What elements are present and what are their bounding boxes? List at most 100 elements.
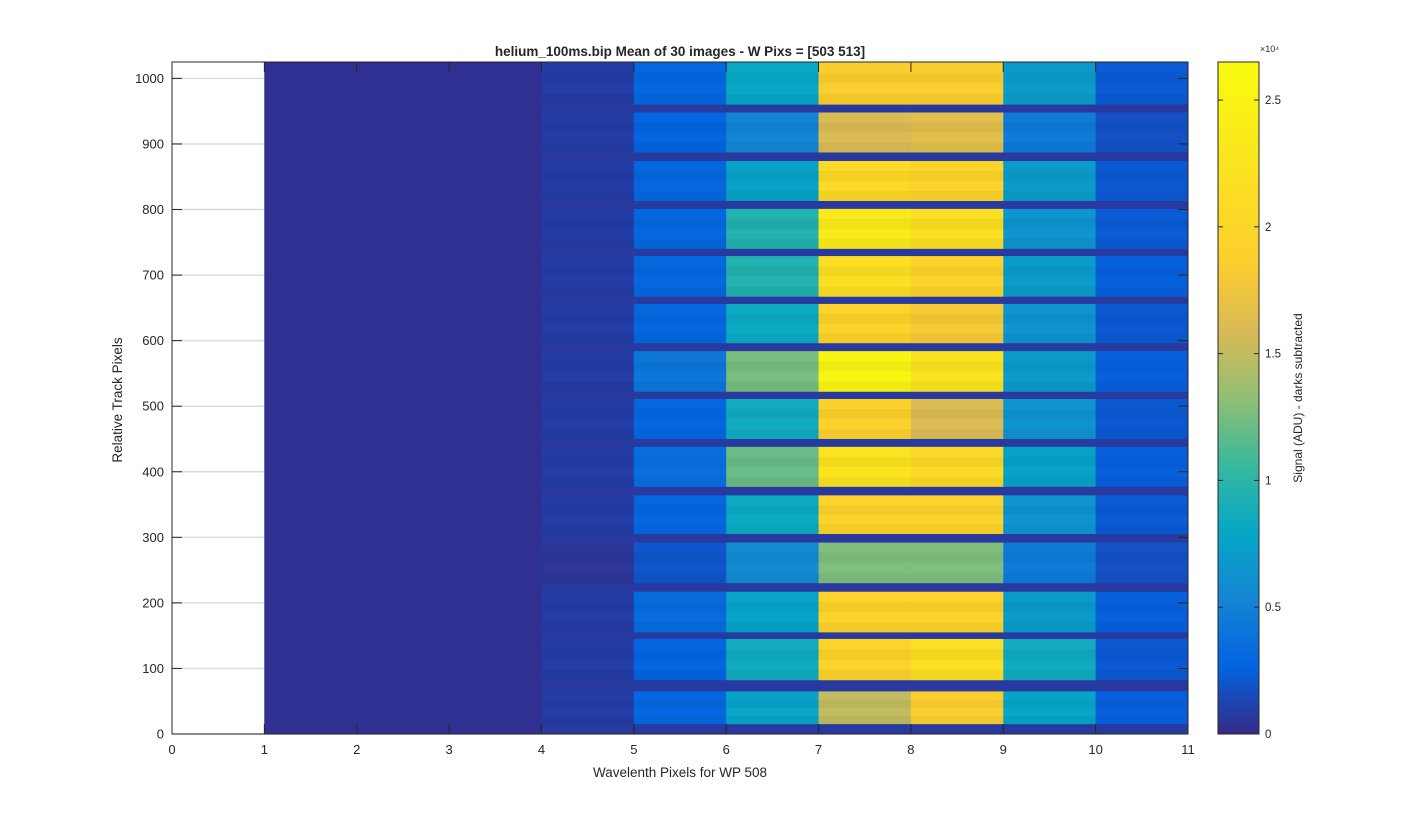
heatmap-stripe <box>726 477 819 487</box>
heatmap-cell <box>1095 256 1188 297</box>
heatmap-cell <box>1003 495 1096 535</box>
heatmap-stripe <box>911 73 1004 84</box>
heatmap-cell <box>910 208 1004 249</box>
heatmap-cell <box>818 398 912 439</box>
heatmap-cell <box>1003 208 1096 249</box>
heatmap-cell <box>541 160 635 201</box>
heatmap-cell <box>1095 691 1188 725</box>
heatmap-cell <box>910 691 1004 725</box>
y-tick-label: 1000 <box>135 71 164 86</box>
heatmap-stripe <box>634 524 727 534</box>
heatmap-cell <box>818 62 912 105</box>
y-tick-label: 400 <box>142 464 164 479</box>
heatmap-stripe <box>911 142 1004 152</box>
heatmap-stripe <box>634 122 727 132</box>
heatmap-stripe <box>726 361 819 371</box>
heatmap-stripe <box>541 333 634 343</box>
heatmap-stripe <box>1003 622 1096 632</box>
heatmap-stripe <box>726 505 819 515</box>
heatmap-stripe <box>726 266 819 276</box>
heatmap-stripe <box>1003 573 1096 583</box>
heatmap-stripe <box>634 191 727 201</box>
colorbar-tick-label: 2 <box>1265 222 1271 234</box>
heatmap-cell <box>910 591 1004 633</box>
heatmap-stripe <box>634 142 727 152</box>
y-tick-label: 300 <box>142 530 164 545</box>
y-tick-label: 0 <box>157 727 164 742</box>
heatmap-stripe <box>541 94 634 105</box>
heatmap-cell <box>910 351 1004 392</box>
heatmap-cell <box>910 62 1004 105</box>
heatmap-cell <box>818 256 912 297</box>
heatmap-cell <box>1095 591 1188 633</box>
heatmap-stripe <box>819 429 912 439</box>
x-tick-label: 9 <box>1000 742 1007 757</box>
heatmap-stripe <box>1096 122 1189 132</box>
heatmap-cell <box>726 591 819 633</box>
colorbar-tick-label: 0.5 <box>1265 602 1281 614</box>
x-axis-title: Wavelenth Pixels for WP 508 <box>593 765 767 780</box>
heatmap-stripe <box>634 602 727 612</box>
heatmap-stripe <box>819 573 912 583</box>
heatmap-stripe <box>819 716 912 724</box>
heatmap-cell <box>1003 62 1096 105</box>
heatmap-stripe <box>1003 602 1096 612</box>
heatmap-stripe <box>634 457 727 467</box>
heatmap-stripe <box>911 573 1004 583</box>
heatmap-cell <box>818 542 912 584</box>
heatmap-cell <box>1003 446 1096 487</box>
heatmap-cell <box>726 351 819 392</box>
heatmap-stripe <box>911 457 1004 467</box>
heatmap-stripe <box>726 716 819 724</box>
heatmap-stripe <box>541 553 634 563</box>
heatmap-stripe <box>726 553 819 563</box>
heatmap-cell <box>818 495 912 535</box>
heatmap-cell <box>910 542 1004 584</box>
heatmap-cell <box>726 303 819 344</box>
heatmap-stripe <box>911 477 1004 487</box>
heatmap-stripe <box>1096 219 1189 229</box>
colorbar <box>1217 61 1260 735</box>
heatmap-stripe <box>911 553 1004 563</box>
heatmap-stripe <box>819 477 912 487</box>
heatmap-stripe <box>726 622 819 632</box>
heatmap-stripe <box>634 239 727 249</box>
heatmap-cell <box>633 446 727 487</box>
heatmap-stripe <box>1003 700 1096 708</box>
heatmap-cell <box>818 691 912 725</box>
x-tick-label: 0 <box>168 742 175 757</box>
y-tick-label: 500 <box>142 399 164 414</box>
heatmap-cell <box>264 62 542 734</box>
heatmap-stripe <box>541 266 634 276</box>
heatmap-cell <box>1095 351 1188 392</box>
heatmap-cell <box>1095 62 1188 105</box>
heatmap-stripe <box>1003 649 1096 659</box>
heatmap-stripe <box>1003 670 1096 680</box>
heatmap-stripe <box>1003 94 1096 105</box>
heatmap-stripe <box>911 670 1004 680</box>
heatmap-cell <box>818 160 912 201</box>
heatmap-stripe <box>634 219 727 229</box>
heatmap-stripe <box>911 287 1004 297</box>
heatmap-stripe <box>541 73 634 84</box>
heatmap-stripe <box>911 602 1004 612</box>
colorbar-tick-label: 1 <box>1265 475 1271 487</box>
heatmap-stripe <box>634 622 727 632</box>
heatmap-cell <box>910 256 1004 297</box>
heatmap-stripe <box>1003 382 1096 392</box>
heatmap-stripe <box>541 573 634 583</box>
heatmap-stripe <box>911 239 1004 249</box>
heatmap-cell <box>1003 691 1096 725</box>
heatmap-cell <box>726 542 819 584</box>
heatmap-stripe <box>541 716 634 724</box>
heatmap-stripe <box>819 266 912 276</box>
heatmap-stripe <box>911 122 1004 132</box>
heatmap-stripe <box>1003 122 1096 132</box>
heatmap-stripe <box>726 524 819 534</box>
x-tick-label: 2 <box>353 742 360 757</box>
colorbar-title: Signal (ADU) - darks subtracted <box>1291 313 1305 482</box>
heatmap-cell <box>633 591 727 633</box>
heatmap-stripe <box>911 361 1004 371</box>
heatmap-stripe <box>726 122 819 132</box>
heatmap-stripe <box>1003 409 1096 419</box>
